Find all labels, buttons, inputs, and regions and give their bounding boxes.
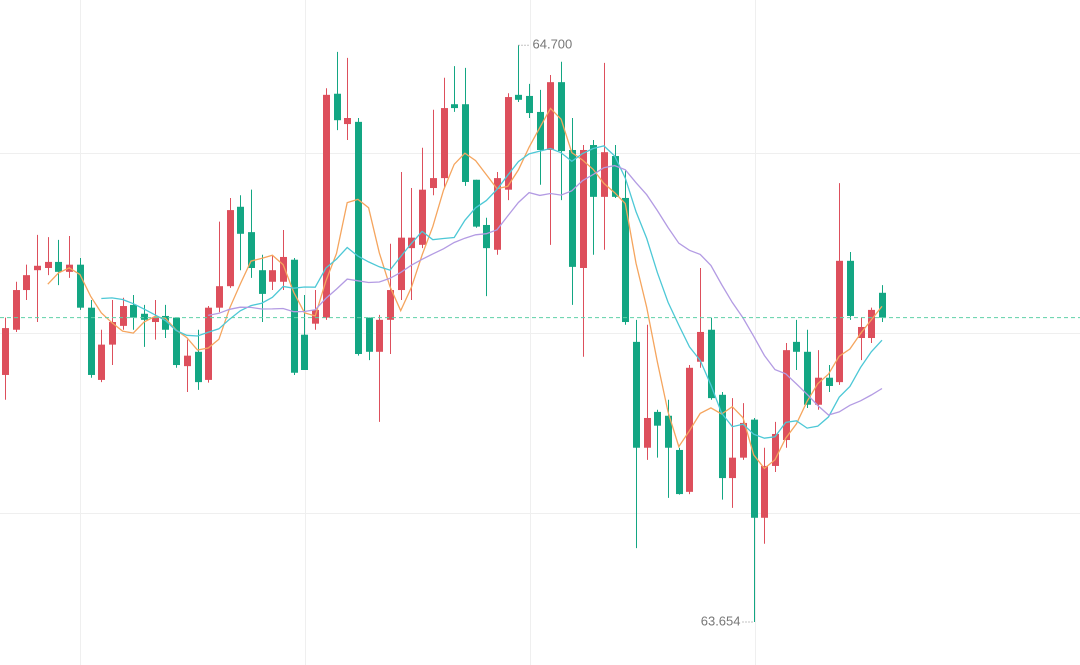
candle-body [398, 237, 405, 291]
candle-body [259, 270, 266, 294]
candle-body [868, 309, 875, 339]
min-label: 63.654 [701, 613, 741, 628]
candle-body [387, 290, 394, 320]
candle-body [291, 259, 298, 373]
candle-body [772, 433, 779, 466]
candle-body [612, 156, 619, 197]
candle-body [88, 307, 95, 375]
candle-body [34, 265, 41, 271]
candle-body [419, 189, 426, 245]
candle-body [441, 108, 448, 179]
candle-body [826, 377, 833, 386]
candle-body [665, 415, 672, 448]
candle-body [109, 322, 116, 345]
candle-body [547, 82, 554, 150]
candle-body [633, 341, 640, 448]
candle-body [793, 341, 800, 352]
candle-body [152, 317, 159, 323]
candle-body [537, 111, 544, 150]
candle-body [323, 94, 330, 318]
candle-body [451, 104, 458, 109]
candle-body [483, 224, 490, 249]
moving-average-line [208, 164, 883, 416]
candle-body [462, 104, 469, 182]
max-label: 64.700 [533, 37, 573, 52]
candle-body [344, 118, 351, 125]
candle-body [740, 422, 747, 458]
candle-body [120, 306, 127, 326]
candle-body [355, 121, 362, 355]
candle-body [366, 317, 373, 352]
candle-body [879, 292, 886, 318]
candle-body [98, 344, 105, 380]
candle-body [676, 449, 683, 495]
candle-body [505, 97, 512, 190]
candle-body [55, 261, 62, 272]
candle-body [13, 290, 20, 330]
candle-body [376, 319, 383, 352]
candle-body [334, 93, 341, 121]
candle-body [248, 232, 255, 268]
candle-body [494, 178, 501, 250]
candle-body [708, 329, 715, 399]
candle-body [580, 149, 587, 268]
candle-body [312, 309, 319, 324]
candle-body [569, 149, 576, 267]
candle-body [45, 261, 52, 268]
candle-body [173, 317, 180, 366]
candle-body [130, 304, 137, 318]
candle-body [697, 331, 704, 362]
candle-body [2, 328, 9, 375]
candle-body [815, 377, 822, 405]
candle-body [783, 350, 790, 441]
candle-body [761, 465, 768, 518]
candle-body [473, 179, 480, 227]
moving-average-line [47, 107, 883, 470]
candle-body [162, 315, 169, 330]
candle-body [515, 94, 522, 100]
candle-body [751, 419, 758, 518]
candle-body [205, 307, 212, 380]
candle-body [269, 270, 276, 282]
candle-body [184, 355, 191, 367]
candle-body [237, 206, 244, 234]
candle-body [719, 394, 726, 479]
candle-body [141, 313, 148, 320]
candle-body [430, 178, 437, 189]
candle-body [23, 275, 30, 291]
candle-body [644, 417, 651, 448]
candle-body [558, 82, 565, 152]
candle-body [280, 256, 287, 282]
candle-body [216, 286, 223, 308]
candle-body [654, 411, 661, 426]
candle-body [590, 145, 597, 197]
candle-body [77, 264, 84, 308]
candle-body [601, 152, 608, 197]
candle-body [622, 197, 629, 323]
candle-body [836, 260, 843, 383]
candle-body [804, 351, 811, 405]
candle-body [227, 210, 234, 287]
candle-body [195, 351, 202, 383]
candle-body [729, 457, 736, 479]
candle-body [526, 95, 533, 114]
candle-body [847, 260, 854, 316]
candle-body [301, 334, 308, 370]
